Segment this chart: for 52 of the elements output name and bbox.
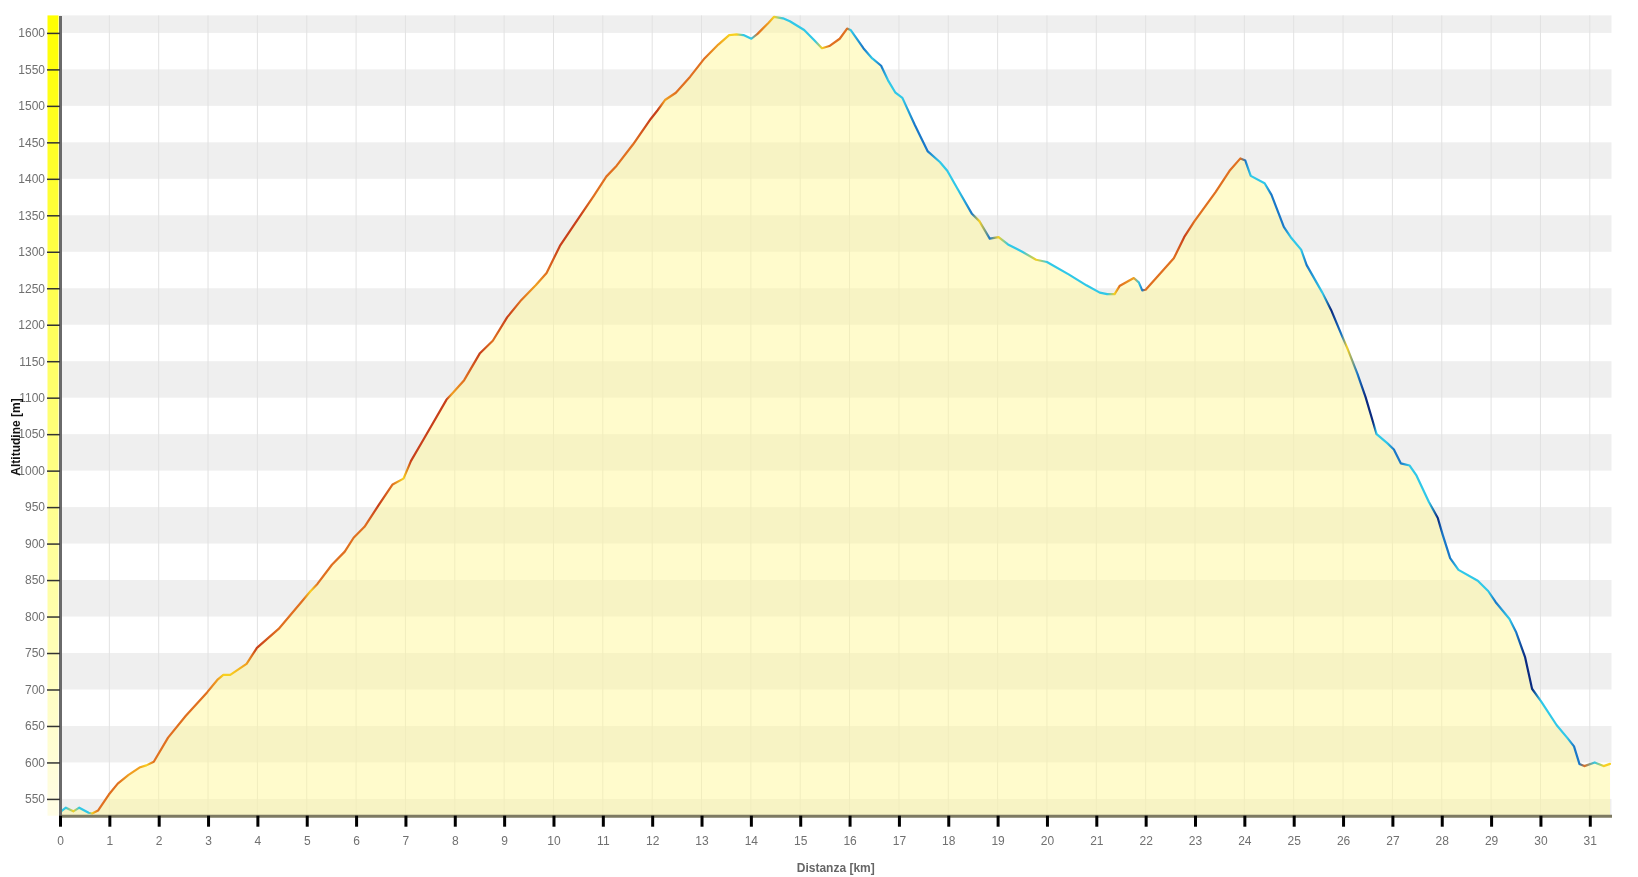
y-tick-label: 1350 bbox=[18, 208, 46, 223]
y-tick-label: 550 bbox=[24, 792, 46, 807]
y-tick-label: 600 bbox=[24, 755, 46, 770]
y-tick-label: 1600 bbox=[18, 26, 46, 41]
x-tick-label: 15 bbox=[794, 834, 808, 849]
y-tick-label: 900 bbox=[24, 536, 46, 551]
x-tick-label: 3 bbox=[205, 834, 213, 849]
x-tick-label: 28 bbox=[1435, 834, 1450, 849]
x-tick-label: 30 bbox=[1534, 834, 1548, 849]
y-tick-label: 1450 bbox=[18, 135, 46, 150]
x-tick-label: 24 bbox=[1238, 834, 1252, 849]
y-tick-label: 1550 bbox=[18, 62, 46, 77]
x-tick-label: 8 bbox=[451, 834, 459, 849]
y-tick-label: 1250 bbox=[18, 281, 46, 296]
y-tick-label: 1300 bbox=[18, 245, 46, 260]
x-tick-label: 16 bbox=[843, 834, 858, 849]
x-tick-label: 31 bbox=[1583, 834, 1598, 849]
x-tick-label: 10 bbox=[547, 834, 561, 849]
x-tick-label: 9 bbox=[501, 834, 509, 849]
x-tick-label: 2 bbox=[155, 834, 163, 849]
y-tick-label: 700 bbox=[24, 682, 46, 697]
x-tick-label: 13 bbox=[695, 834, 710, 849]
x-tick-label: 17 bbox=[892, 834, 907, 849]
x-tick-label: 26 bbox=[1336, 834, 1351, 849]
x-tick-label: 19 bbox=[991, 834, 1006, 849]
x-tick-label: 7 bbox=[402, 834, 410, 849]
x-tick-label: 6 bbox=[353, 834, 361, 849]
x-tick-label: 1 bbox=[106, 834, 114, 849]
x-tick-label: 27 bbox=[1386, 834, 1400, 849]
x-tick-label: 23 bbox=[1188, 834, 1203, 849]
y-tick-label: 800 bbox=[24, 609, 46, 624]
x-tick-label: 29 bbox=[1484, 834, 1499, 849]
x-tick-label: 5 bbox=[303, 834, 311, 849]
x-tick-label: 18 bbox=[942, 834, 956, 849]
x-axis-title: Distanza [km] bbox=[796, 861, 875, 875]
x-tick-label: 12 bbox=[646, 834, 660, 849]
x-tick-label: 25 bbox=[1287, 834, 1302, 849]
y-tick-label: 1150 bbox=[19, 354, 46, 369]
y-tick-label: 1400 bbox=[18, 172, 46, 187]
x-tick-label: 14 bbox=[744, 834, 759, 849]
x-tick-label: 11 bbox=[597, 834, 610, 849]
y-tick-label: 1200 bbox=[18, 318, 46, 333]
x-tick-label: 0 bbox=[57, 834, 65, 849]
x-tick-label: 21 bbox=[1090, 834, 1104, 849]
y-tick-label: 1500 bbox=[18, 99, 46, 114]
x-tick-label: 20 bbox=[1040, 834, 1055, 849]
y-tick-label: 850 bbox=[24, 573, 46, 588]
y-tick-label: 650 bbox=[24, 719, 46, 734]
y-tick-label: 750 bbox=[24, 646, 46, 661]
x-tick-label: 4 bbox=[254, 834, 262, 849]
x-tick-label: 22 bbox=[1139, 834, 1154, 849]
y-tick-label: 950 bbox=[24, 500, 46, 515]
